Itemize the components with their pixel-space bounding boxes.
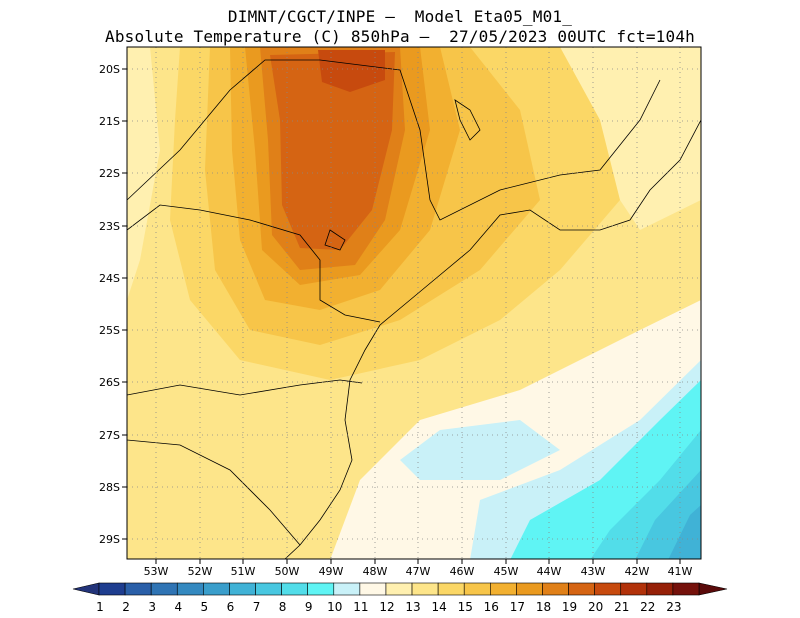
lon-label: 46W bbox=[450, 565, 475, 578]
colorbar-swatch bbox=[672, 582, 700, 596]
colorbar-swatch bbox=[203, 582, 230, 596]
colorbar-swatch bbox=[255, 582, 282, 596]
state-border-sc-pr bbox=[127, 379, 363, 396]
lon-label: 43W bbox=[581, 565, 606, 578]
colorbar-swatch bbox=[281, 582, 308, 596]
state-border-rs-sc bbox=[127, 439, 301, 546]
colorbar-swatch bbox=[620, 582, 648, 596]
colorbar-label: 6 bbox=[227, 600, 235, 614]
lat-label: 20S bbox=[99, 63, 120, 76]
colorbar-swatch bbox=[385, 582, 413, 596]
lon-label: 47W bbox=[406, 565, 431, 578]
colorbar-swatch bbox=[568, 582, 595, 596]
lat-label: 28S bbox=[99, 481, 120, 494]
field-6 bbox=[668, 505, 701, 559]
lat-label: 23S bbox=[99, 220, 120, 233]
lat-label: 25S bbox=[99, 324, 120, 337]
colorbar-label: 9 bbox=[305, 600, 313, 614]
reservoir bbox=[324, 229, 346, 251]
colorbar-swatch bbox=[437, 582, 465, 596]
lat-ticks bbox=[122, 68, 127, 540]
lon-label: 42W bbox=[625, 565, 650, 578]
field-ne-light bbox=[560, 47, 701, 230]
colorbar-high-arrow bbox=[698, 582, 728, 596]
colorbar-swatch bbox=[307, 582, 335, 596]
lon-label: 51W bbox=[231, 565, 256, 578]
colorbar-swatch bbox=[333, 582, 361, 596]
state-border-pr-sp bbox=[127, 204, 381, 323]
lat-label: 24S bbox=[99, 272, 120, 285]
colorbar-swatch bbox=[594, 582, 622, 596]
colorbar-label: 10 bbox=[327, 600, 342, 614]
lon-label: 52W bbox=[188, 565, 213, 578]
lon-label: 49W bbox=[319, 565, 344, 578]
colorbar-label: 18 bbox=[536, 600, 551, 614]
colorbar-label: 12 bbox=[379, 600, 394, 614]
colorbar-label: 17 bbox=[510, 600, 525, 614]
colorbar-label: 22 bbox=[640, 600, 655, 614]
colorbar-swatch bbox=[646, 582, 674, 596]
colorbar-label: 5 bbox=[201, 600, 209, 614]
map-frame bbox=[126, 46, 702, 560]
lon-ticks bbox=[155, 559, 681, 564]
colorbar-label: 7 bbox=[253, 600, 261, 614]
colorbar-label: 3 bbox=[148, 600, 156, 614]
colorbar-label: 21 bbox=[614, 600, 629, 614]
colorbar-swatch bbox=[229, 582, 256, 596]
colorbar-swatch bbox=[124, 582, 152, 596]
colorbar-label: 20 bbox=[588, 600, 603, 614]
colorbar-label: 8 bbox=[279, 600, 287, 614]
lat-labels: 20S 21S 22S 23S 24S 25S 26S 27S 28S 29S bbox=[99, 63, 120, 546]
lon-label: 45W bbox=[494, 565, 519, 578]
colorbar-swatch bbox=[411, 582, 439, 596]
field-west-light bbox=[127, 47, 160, 300]
colorbar-label: 23 bbox=[666, 600, 681, 614]
colorbar-swatch bbox=[150, 582, 178, 596]
colorbar-swatch bbox=[359, 582, 387, 596]
colorbar-swatch bbox=[98, 582, 126, 596]
colorbar-swatch bbox=[463, 582, 491, 596]
lake-furnas bbox=[454, 99, 481, 141]
colorbar-swatch bbox=[516, 582, 543, 596]
colorbar-label: 2 bbox=[122, 600, 130, 614]
colorbar-label: 15 bbox=[458, 600, 473, 614]
coastline bbox=[284, 119, 701, 559]
map-title-line-1: DIMNT/CGCT/INPE – Model Eta05_M01_ bbox=[227, 7, 573, 26]
coastline-and-borders bbox=[127, 59, 701, 559]
colorbar-swatch bbox=[176, 582, 204, 596]
lon-label: 48W bbox=[363, 565, 388, 578]
colorbar-swatch bbox=[490, 582, 517, 596]
field-20 bbox=[318, 50, 385, 92]
state-border-sp-mg bbox=[127, 59, 661, 221]
lon-label: 53W bbox=[144, 565, 169, 578]
lat-label: 27S bbox=[99, 429, 120, 442]
lat-label: 26S bbox=[99, 376, 120, 389]
lon-label: 41W bbox=[668, 565, 693, 578]
map-title-line-2: Absolute Temperature (C) 850hPa – 27/05/… bbox=[105, 27, 695, 46]
colorbar-label: 11 bbox=[353, 600, 368, 614]
field-19 bbox=[270, 52, 395, 250]
colorbar-label: 4 bbox=[174, 600, 182, 614]
lat-label: 29S bbox=[99, 533, 120, 546]
lon-label: 50W bbox=[275, 565, 300, 578]
colorbar-label: 19 bbox=[562, 600, 577, 614]
colorbar-label: 14 bbox=[431, 600, 446, 614]
lon-label: 44W bbox=[537, 565, 562, 578]
temperature-field bbox=[127, 47, 701, 559]
colorbar-label: 13 bbox=[405, 600, 420, 614]
colorbar-low-arrow bbox=[72, 582, 100, 596]
colorbar-swatch bbox=[542, 582, 569, 596]
colorbar: 1 2 3 4 5 6 7 8 9 10 11 12 13 14 15 16 17 18 19 20 21 22 23 bbox=[72, 582, 728, 614]
colorbar-label: 1 bbox=[96, 600, 104, 614]
lat-label: 22S bbox=[99, 167, 120, 180]
field-10-patch bbox=[400, 420, 560, 480]
colorbar-label: 16 bbox=[484, 600, 499, 614]
lat-label: 21S bbox=[99, 115, 120, 128]
lon-labels: 53W 52W 51W 50W 49W 48W 47W 46W 45W 44W … bbox=[144, 565, 693, 578]
grid bbox=[127, 47, 701, 559]
